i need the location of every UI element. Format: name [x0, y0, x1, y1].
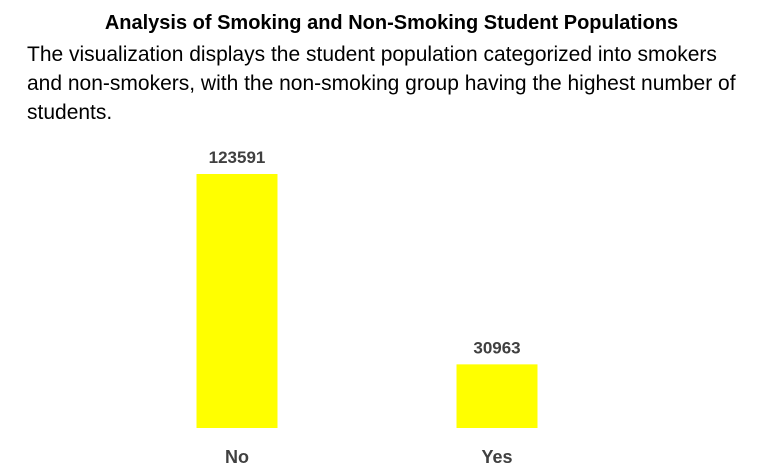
data-label-no: 123591 [209, 148, 266, 167]
x-tick-label-no: No [225, 447, 249, 467]
chart-title: Analysis of Smoking and Non-Smoking Stud… [104, 12, 679, 34]
data-label-yes: 30963 [473, 338, 520, 357]
chart-description: The visualization displays the student p… [27, 43, 736, 124]
bar-no [196, 174, 278, 428]
x-tick-label-yes: Yes [481, 447, 512, 467]
bar-yes [456, 364, 538, 428]
